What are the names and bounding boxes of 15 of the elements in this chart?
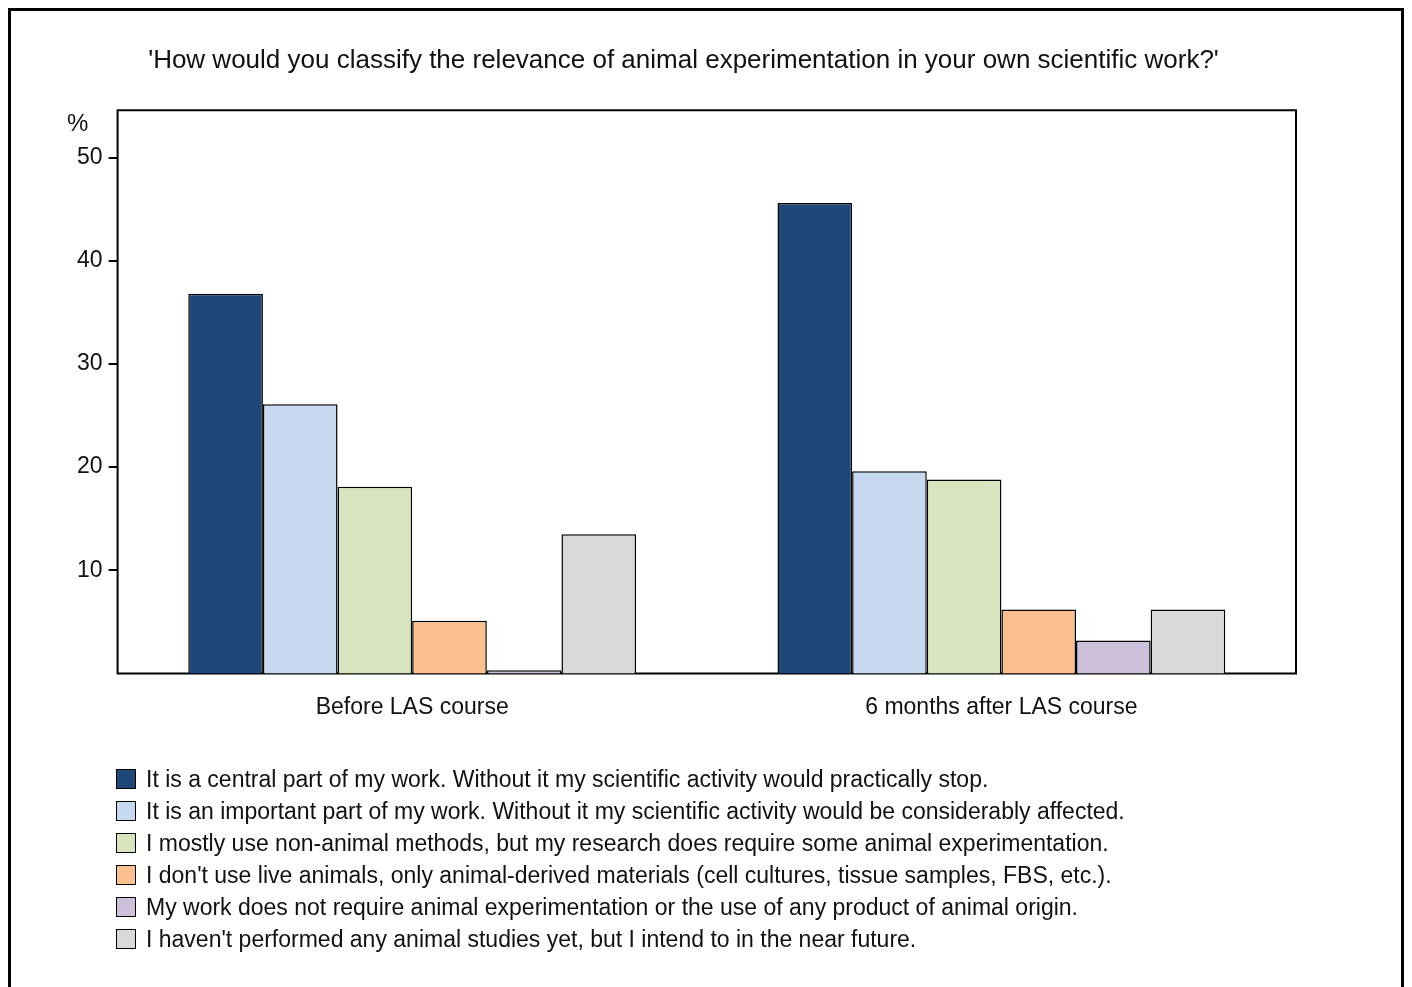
y-tick-label: 10 — [76, 555, 103, 582]
chart-title: 'How would you classify the relevance of animal experimentation in your own scientific work?' — [148, 43, 1219, 74]
legend-label: My work does not require animal experimentation or the use of any product of animal origin. — [146, 893, 1078, 921]
y-tick-label: 20 — [76, 452, 103, 479]
x-tick-label: Before LAS course — [315, 692, 509, 719]
legend-label: I mostly use non-animal methods, but my research does require some animal experimentation. — [146, 829, 1109, 857]
y-tick-label: 30 — [76, 349, 103, 376]
legend-label: It is a central part of my work. Without it my scientific activity would practically stop. — [146, 765, 989, 793]
legend-label: It is an important part of my work. Without it my scientific activity would be considerably affected. — [146, 797, 1125, 825]
y-tick-label: 40 — [76, 246, 103, 273]
x-tick-label: 6 months after LAS course — [865, 692, 1138, 719]
y-tick-label: 50 — [76, 142, 103, 169]
legend-label: I haven't performed any animal studies yet, but I intend to in the near future. — [146, 925, 917, 953]
y-axis-title: % — [66, 108, 89, 136]
legend-label: I don't use live animals, only animal-derived materials (cell cultures, tissue samples, FBS, etc.). — [146, 861, 1112, 889]
